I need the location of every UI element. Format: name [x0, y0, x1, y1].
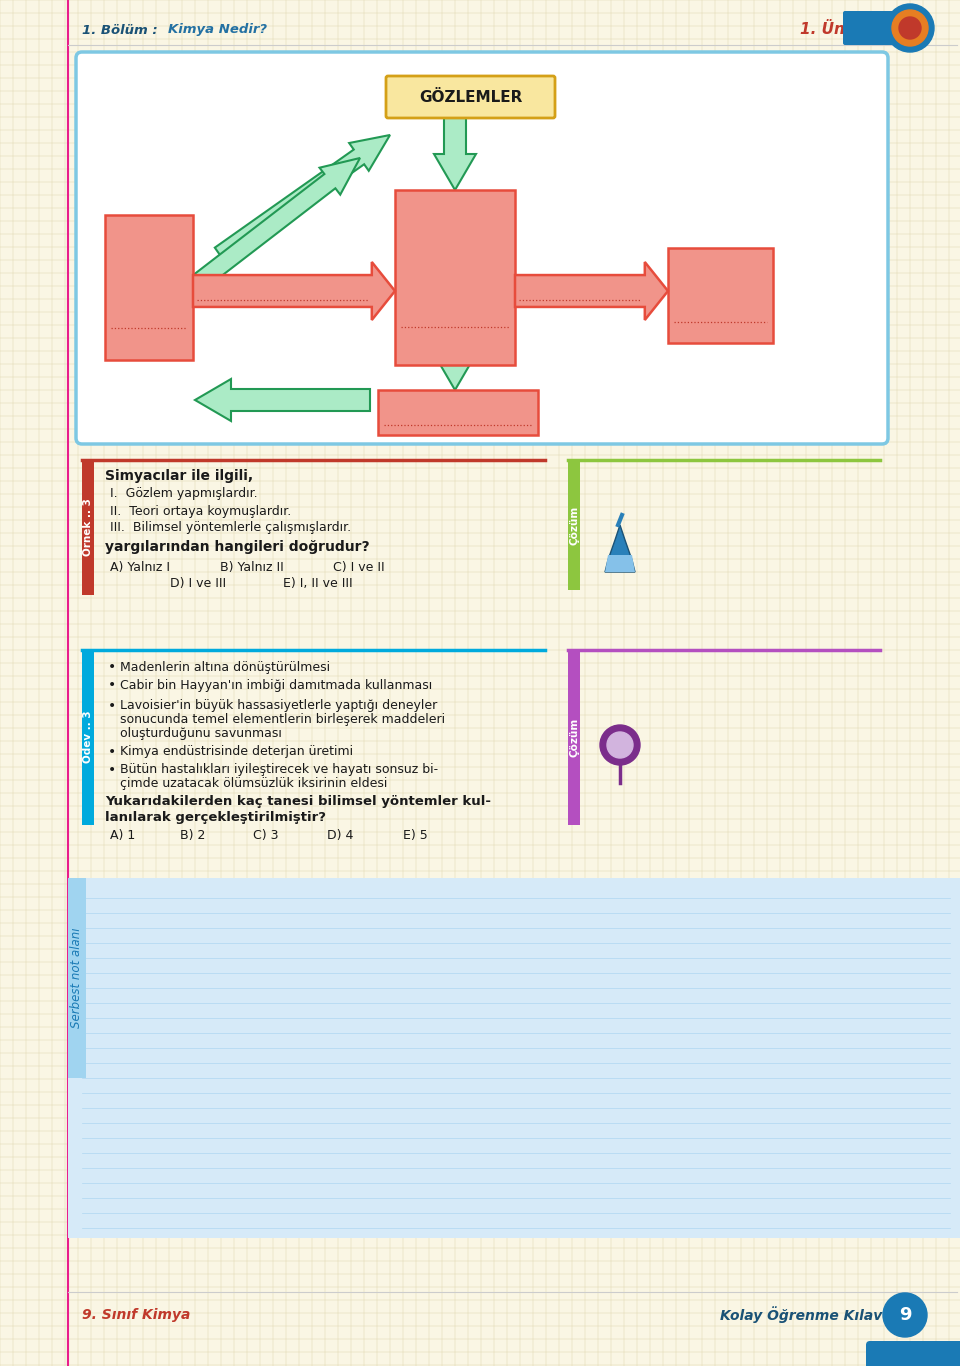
Text: Cabir bin Hayyan'ın imbiği damıtmada kullanması: Cabir bin Hayyan'ın imbiği damıtmada kul…	[120, 679, 432, 691]
Text: 1. Ünite: 1. Ünite	[800, 22, 868, 37]
Text: Kimya Nedir?: Kimya Nedir?	[168, 23, 267, 37]
Text: sonucunda temel elementlerin birleşerek maddeleri: sonucunda temel elementlerin birleşerek …	[120, 713, 445, 727]
Text: Madenlerin altına dönüştürülmesi: Madenlerin altına dönüştürülmesi	[120, 661, 330, 673]
Bar	[82, 650, 94, 825]
Text: 9: 9	[899, 1306, 911, 1324]
Text: D) 4: D) 4	[327, 829, 353, 841]
FancyArrow shape	[215, 135, 390, 262]
FancyBboxPatch shape	[76, 52, 888, 444]
Bar	[668, 249, 773, 343]
Bar	[568, 460, 580, 590]
Text: E) 5: E) 5	[403, 829, 428, 841]
FancyBboxPatch shape	[386, 76, 555, 117]
FancyArrow shape	[195, 378, 370, 421]
Polygon shape	[515, 262, 668, 320]
Bar	[105, 214, 193, 361]
Text: Bütün hastalıkları iyileştirecek ve hayatı sonsuz bi-: Bütün hastalıkları iyileştirecek ve haya…	[120, 764, 438, 776]
FancyArrow shape	[434, 354, 476, 391]
Text: Serbest not alanı: Serbest not alanı	[70, 928, 84, 1029]
FancyArrow shape	[189, 158, 360, 292]
Text: A) Yalnız I: A) Yalnız I	[110, 560, 170, 574]
Polygon shape	[605, 525, 635, 572]
Text: Kolay Öğrenme Kılavuzu: Kolay Öğrenme Kılavuzu	[720, 1307, 910, 1324]
Bar	[82, 460, 94, 596]
Text: 1. Bölüm :: 1. Bölüm :	[82, 23, 157, 37]
Text: lanılarak gerçekleştirilmiştir?: lanılarak gerçekleştirilmiştir?	[105, 810, 326, 824]
Text: GÖZLEMLER: GÖZLEMLER	[419, 90, 522, 105]
Text: Yukarıdakilerden kaç tanesi bilimsel yöntemler kul-: Yukarıdakilerden kaç tanesi bilimsel yön…	[105, 795, 491, 809]
Text: B) Yalnız II: B) Yalnız II	[220, 560, 284, 574]
Text: •: •	[108, 744, 116, 759]
Text: Örnek .. 3: Örnek .. 3	[83, 499, 93, 556]
Text: C) I ve II: C) I ve II	[333, 560, 385, 574]
Text: III.  Bilimsel yöntemlerle çalışmışlardır.: III. Bilimsel yöntemlerle çalışmışlardır…	[110, 522, 351, 534]
Text: Ödev .. 3: Ödev .. 3	[83, 710, 93, 764]
Bar	[68, 878, 86, 1078]
Circle shape	[607, 732, 633, 758]
FancyArrow shape	[434, 116, 476, 190]
Polygon shape	[193, 262, 395, 320]
Text: B) 2: B) 2	[180, 829, 205, 841]
Text: •: •	[108, 678, 116, 693]
Circle shape	[600, 725, 640, 765]
Bar	[68, 878, 960, 1238]
Text: I.  Gözlem yapmışlardır.: I. Gözlem yapmışlardır.	[110, 488, 257, 500]
Text: •: •	[108, 699, 116, 713]
Text: oluşturduğunu savunması: oluşturduğunu savunması	[120, 728, 282, 740]
Circle shape	[892, 10, 928, 46]
Text: Çözüm: Çözüm	[569, 717, 579, 757]
Bar	[378, 391, 538, 434]
Text: •: •	[108, 764, 116, 777]
Text: Lavoisier'in büyük hassasiyetlerle yaptığı deneyler: Lavoisier'in büyük hassasiyetlerle yaptı…	[120, 699, 437, 713]
Text: II.  Teori ortaya koymuşlardır.: II. Teori ortaya koymuşlardır.	[110, 504, 291, 518]
Text: Çözüm: Çözüm	[569, 505, 579, 545]
Text: D) I ve III: D) I ve III	[170, 578, 227, 590]
Circle shape	[899, 16, 921, 40]
Bar	[395, 190, 515, 365]
Text: 9. Sınıf Kimya: 9. Sınıf Kimya	[82, 1309, 190, 1322]
Bar	[568, 650, 580, 825]
Text: E) I, II ve III: E) I, II ve III	[283, 578, 352, 590]
Text: Kimya endüstrisinde deterjan üretimi: Kimya endüstrisinde deterjan üretimi	[120, 746, 353, 758]
Text: Simyacılar ile ilgili,: Simyacılar ile ilgili,	[105, 469, 253, 484]
Polygon shape	[605, 555, 635, 572]
Text: C) 3: C) 3	[253, 829, 278, 841]
Text: yargılarından hangileri doğrudur?: yargılarından hangileri doğrudur?	[105, 540, 370, 555]
Text: çimde uzatacak ölümsüzlük iksirinin eldesi: çimde uzatacak ölümsüzlük iksirinin elde…	[120, 777, 388, 791]
Circle shape	[883, 1294, 927, 1337]
Circle shape	[886, 4, 934, 52]
Text: A) 1: A) 1	[110, 829, 135, 841]
Text: •: •	[108, 660, 116, 673]
FancyBboxPatch shape	[866, 1341, 960, 1366]
FancyBboxPatch shape	[843, 11, 917, 45]
